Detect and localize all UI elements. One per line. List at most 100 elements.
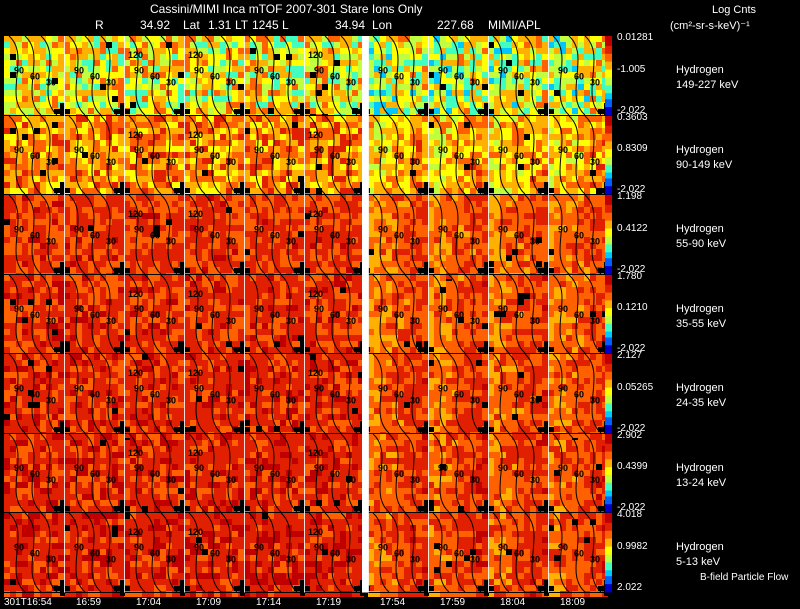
heatmap-cell: [286, 36, 292, 42]
heatmap-cell: [88, 255, 94, 261]
heatmap-cell: [596, 207, 602, 213]
contour-line: [84, 35, 102, 116]
heatmap-cell: [500, 134, 506, 140]
heatmap-cell: [434, 261, 440, 267]
heatmap-cell: [130, 231, 136, 237]
heatmap-cell: [136, 249, 142, 255]
heatmap-cell: [548, 78, 554, 84]
heatmap-cell: [346, 195, 352, 201]
heatmap-cell: [112, 176, 118, 182]
heatmap-cell: [58, 243, 64, 249]
heatmap-cell: [542, 219, 548, 225]
heatmap-cell: [172, 243, 178, 249]
heatmap-cell: [422, 164, 428, 170]
heatmap-cell: [250, 213, 256, 219]
heatmap-cell: [518, 48, 524, 54]
heatmap-cell: [322, 267, 328, 273]
heatmap-cell: [274, 170, 280, 176]
contour-label: 60: [394, 151, 404, 161]
heatmap-cell: [10, 225, 16, 231]
heatmap-cell: [202, 243, 208, 249]
heatmap-cell: [190, 134, 196, 140]
heatmap-cell: [298, 207, 304, 213]
heatmap-cell: [386, 207, 392, 213]
heatmap-cell: [512, 164, 518, 170]
heatmap-cell: [40, 341, 46, 347]
heatmap-cell: [304, 182, 310, 188]
heatmap-cell: [410, 54, 416, 60]
heatmap-cell: [178, 219, 184, 225]
heatmap-cell: [4, 116, 10, 122]
heatmap-cell: [566, 243, 572, 249]
heatmap-cell: [470, 90, 476, 96]
heatmap-cell: [154, 195, 160, 201]
heatmap-cell: [404, 108, 410, 114]
heatmap-cell: [352, 72, 358, 78]
heatmap-cell: [292, 42, 298, 48]
heatmap-cell: [310, 122, 316, 128]
heatmap-cell: [184, 249, 190, 255]
colorbar-segment: [605, 222, 612, 226]
colorbar-segment: [605, 151, 612, 154]
heatmap-cell: [262, 128, 268, 134]
heatmap-cell: [250, 281, 256, 287]
heatmap-cell: [250, 267, 256, 273]
heatmap-cell: [244, 60, 250, 66]
heatmap-cell: [226, 293, 232, 299]
heatmap-cell: [422, 90, 428, 96]
contour-line: [448, 194, 466, 275]
heatmap-cell: [280, 281, 286, 287]
heatmap-cell: [428, 54, 434, 60]
heatmap-cell: [548, 36, 554, 42]
heatmap-cell: [286, 84, 292, 90]
heatmap-cell: [250, 293, 256, 299]
heatmap-cell: [392, 116, 398, 122]
heatmap-cell: [10, 140, 16, 146]
heatmap-cell: [130, 182, 136, 188]
heatmap-cell: [226, 188, 232, 194]
heatmap-cell: [64, 176, 70, 182]
heatmap-cell: [178, 42, 184, 48]
heatmap-cell: [340, 255, 346, 261]
heatmap-cell: [500, 72, 506, 78]
heatmap-cell: [322, 158, 328, 164]
heatmap-cell: [542, 164, 548, 170]
heatmap-cell: [440, 152, 446, 158]
heatmap-cell: [40, 164, 46, 170]
saturn-plus-marker: [120, 262, 125, 278]
heatmap-cell: [40, 122, 46, 128]
heatmap-cell: [470, 134, 476, 140]
heatmap-cell: [64, 146, 70, 152]
heatmap-cell: [434, 213, 440, 219]
heatmap-cell: [578, 243, 584, 249]
heatmap-cell: [196, 140, 202, 146]
heatmap-cell: [548, 116, 554, 122]
heatmap-cell: [274, 255, 280, 261]
heatmap-cell: [178, 170, 184, 176]
heatmap-cell: [124, 243, 130, 249]
heatmap-cell: [76, 299, 82, 305]
heatmap-cell: [328, 249, 334, 255]
heatmap-cell: [560, 219, 566, 225]
heatmap-cell: [124, 261, 130, 267]
heatmap-cell: [154, 188, 160, 194]
saturn-plus-marker: [180, 103, 185, 119]
heatmap-cell: [452, 207, 458, 213]
heatmap-cell: [70, 201, 76, 207]
heatmap-cell: [106, 341, 112, 347]
heatmap-cell: [220, 341, 226, 347]
heatmap-cell: [292, 140, 298, 146]
heatmap-cell: [398, 201, 404, 207]
heatmap-cell: [232, 317, 238, 323]
heatmap-cell: [554, 108, 560, 114]
heatmap-cell: [214, 261, 220, 267]
heatmap-cell: [584, 182, 590, 188]
heatmap-cell: [494, 36, 500, 42]
heatmap-cell: [4, 323, 10, 329]
heatmap-cell: [244, 72, 250, 78]
heatmap-cell: [214, 219, 220, 225]
heatmap-cell: [124, 158, 130, 164]
heatmap-cell: [434, 164, 440, 170]
contour-label: 60: [270, 72, 280, 82]
heatmap-cell: [76, 170, 82, 176]
